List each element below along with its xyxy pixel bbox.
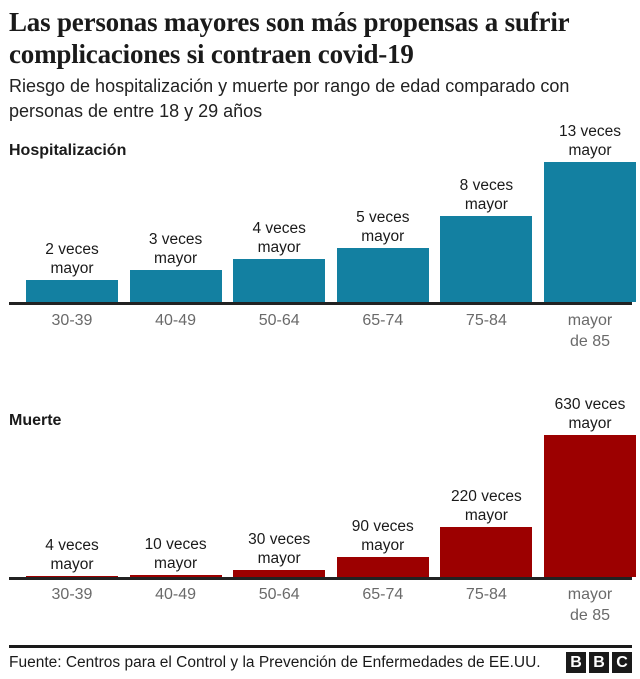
x-axis-tick-label: 40-49 [155,586,197,603]
bar-value-label: 2 veces mayor [45,241,99,277]
chart-hospitalization-plot: 2 veces mayor 3 veces mayor 4 veces mayor 5… [9,123,636,305]
chart-death-xlabels: 30-39 40-49 50-64 65-74 75-84 mayor de 85 [9,584,632,630]
bar-value-label: 90 veces mayor [351,518,414,554]
x-axis-tick-label: 50-64 [258,586,300,603]
bar[interactable] [26,280,118,302]
x-axis-tick-label: mayor de 85 [567,312,613,350]
bar-value-label: 5 veces mayor [356,209,410,245]
bbc-logo-letter: B [566,652,586,673]
bar-value-label: 3 veces mayor [148,231,203,267]
chart-hospitalization-xlabels: 30-39 40-49 50-64 65-74 75-84 mayor de 85 [9,310,632,356]
bar-value-label: 10 veces mayor [144,536,207,572]
footer: Fuente: Centros para el Control y la Pre… [9,652,632,676]
bar-value-label: 8 veces mayor [459,177,514,213]
source-text: Fuente: Centros para el Control y la Pre… [9,654,541,671]
bar[interactable] [544,162,636,302]
chart-hospitalization: Hospitalización 2 veces mayor 3 veces may… [0,123,640,372]
bbc-logo-letter: B [589,652,609,673]
bbc-logo-letter: C [612,652,632,673]
bar[interactable] [336,248,429,302]
bar[interactable] [233,570,326,577]
bar[interactable] [544,435,636,577]
x-axis-tick-label: 30-39 [51,586,93,603]
page-subtitle: Riesgo de hospitalización y muerte por r… [9,76,570,121]
bar-value-label: 220 veces mayor [451,488,522,524]
x-axis-tick-label: 75-84 [465,586,507,603]
x-axis-tick-label: 30-39 [51,312,93,329]
chart-death-title: Muerte [9,412,62,429]
bar[interactable] [26,576,118,577]
bar-value-label: 4 veces mayor [252,220,306,256]
x-axis-tick-label: 75-84 [465,312,507,329]
x-axis-tick-label: mayor de 85 [567,586,613,624]
x-axis-tick-label: 50-64 [258,312,300,329]
chart-hospitalization-bars: 2 veces mayor 3 veces mayor 4 veces mayor 5… [9,123,636,302]
bar[interactable] [233,259,326,302]
bar-value-label: 4 veces mayor [45,537,99,573]
page-title: Las personas mayores son más propensas a… [9,7,569,69]
bar-value-label: 30 veces mayor [248,531,311,567]
chart-death-bars: 4 veces mayor 10 veces mayor 30 veces mayo… [9,396,636,577]
chart-death-plot: 4 veces mayor 10 veces mayor 30 veces mayo… [9,396,636,580]
bar-value-label: 630 veces mayor [554,396,626,432]
x-axis-tick-label: 40-49 [155,312,197,329]
bar[interactable] [336,557,429,577]
x-axis-tick-label: 65-74 [362,312,404,329]
footer-divider [9,645,632,648]
chart-hospitalization-title: Hospitalización [9,142,127,159]
chart-death: Muerte 4 veces mayor 10 veces mayor 30 vec… [0,396,640,652]
bar[interactable] [440,527,533,577]
bar-value-label: 13 veces mayor [558,123,622,159]
bar[interactable] [440,216,533,302]
chart-hospitalization-axis [9,302,632,305]
bar[interactable] [129,270,222,302]
bar[interactable] [129,575,222,577]
chart-death-axis [9,577,632,580]
x-axis-tick-label: 65-74 [362,586,404,603]
